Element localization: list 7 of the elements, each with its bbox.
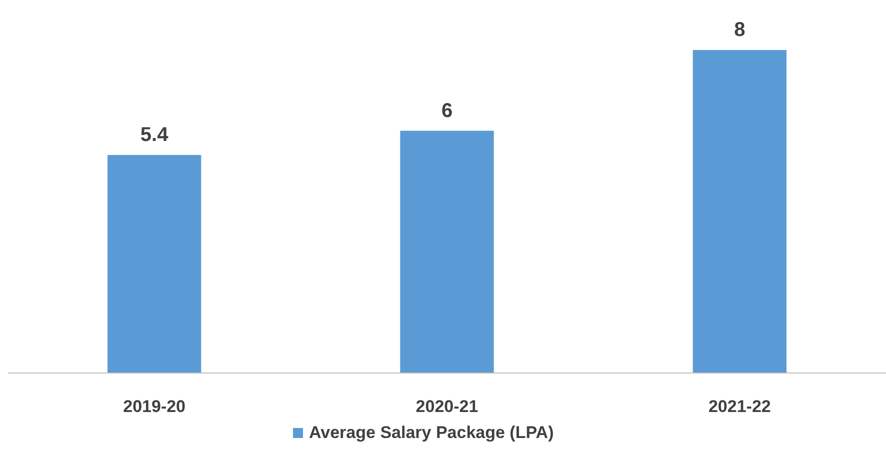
- data-label: 6: [441, 100, 453, 122]
- data-label: 8: [734, 19, 746, 41]
- legend-label: Average Salary Package (LPA): [309, 423, 554, 442]
- x-tick-label: 2021-22: [708, 397, 771, 416]
- x-tick-label: 2020-21: [416, 397, 478, 416]
- data-label: 5.4: [140, 124, 170, 146]
- x-tick-label: 2019-20: [123, 397, 186, 416]
